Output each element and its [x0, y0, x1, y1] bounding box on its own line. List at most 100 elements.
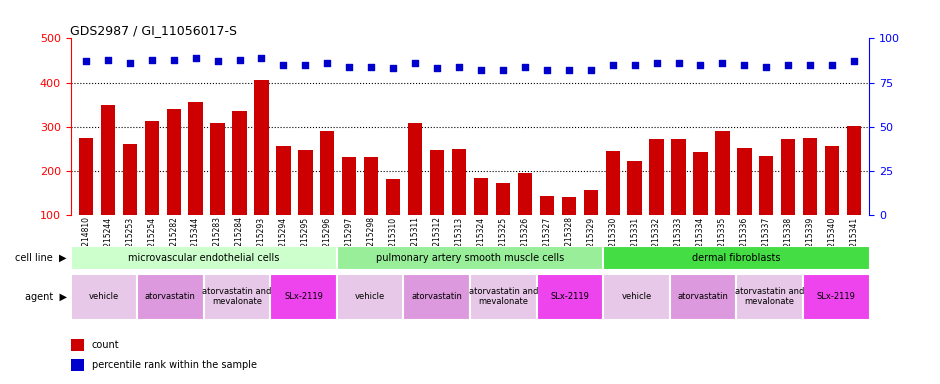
Text: agent  ▶: agent ▶ — [24, 291, 67, 302]
Bar — [694, 152, 708, 259]
Bar — [671, 139, 685, 259]
Text: SLx-2119: SLx-2119 — [817, 292, 855, 301]
Point — [474, 67, 489, 73]
Bar — [605, 151, 619, 259]
Bar — [386, 179, 400, 259]
Point — [540, 67, 555, 73]
Text: count: count — [92, 340, 119, 350]
Text: atorvastatin: atorvastatin — [678, 292, 728, 301]
Text: dermal fibroblasts: dermal fibroblasts — [692, 253, 780, 263]
Text: percentile rank within the sample: percentile rank within the sample — [92, 360, 257, 370]
Bar — [321, 131, 335, 259]
Bar — [276, 146, 290, 259]
Bar — [70, 339, 84, 351]
Point — [122, 60, 137, 66]
Point — [803, 62, 818, 68]
Point — [276, 62, 291, 68]
Point — [759, 64, 774, 70]
Bar — [166, 109, 180, 259]
Bar — [537, 273, 603, 319]
Bar — [337, 246, 603, 270]
Point — [824, 62, 839, 68]
Point — [693, 62, 708, 68]
Text: vehicle: vehicle — [355, 292, 385, 301]
Bar — [122, 144, 137, 259]
Bar — [628, 161, 642, 259]
Bar — [518, 173, 532, 259]
Text: microvascular endothelial cells: microvascular endothelial cells — [128, 253, 279, 263]
Text: cell line  ▶: cell line ▶ — [15, 253, 67, 263]
Point — [342, 64, 357, 70]
Point — [451, 64, 466, 70]
Bar — [137, 273, 204, 319]
Text: atorvastatin: atorvastatin — [412, 292, 462, 301]
Bar — [403, 273, 470, 319]
Point — [605, 62, 620, 68]
Point — [364, 64, 379, 70]
Point — [847, 58, 862, 65]
Bar — [825, 146, 839, 259]
Bar — [271, 273, 337, 319]
Point — [166, 56, 181, 63]
Point — [495, 67, 510, 73]
Bar — [101, 104, 115, 259]
Bar — [561, 197, 576, 259]
Bar — [474, 177, 488, 259]
Text: atorvastatin and
mevalonate: atorvastatin and mevalonate — [202, 287, 272, 306]
Bar — [232, 111, 246, 259]
Point — [144, 56, 159, 63]
Text: atorvastatin: atorvastatin — [145, 292, 196, 301]
Bar — [470, 273, 537, 319]
Bar — [189, 103, 203, 259]
Point — [298, 62, 313, 68]
Text: vehicle: vehicle — [621, 292, 651, 301]
Bar — [584, 190, 598, 259]
Bar — [430, 150, 445, 259]
Bar — [540, 197, 554, 259]
Bar — [847, 126, 861, 259]
Point — [210, 58, 225, 65]
Bar — [211, 123, 225, 259]
Point — [188, 55, 203, 61]
Bar — [255, 80, 269, 259]
Bar — [408, 123, 422, 259]
Point — [715, 60, 730, 66]
Bar — [337, 273, 403, 319]
Point — [430, 65, 445, 71]
Point — [781, 62, 796, 68]
Text: SLx-2119: SLx-2119 — [284, 292, 323, 301]
Point — [671, 60, 686, 66]
Bar — [603, 273, 669, 319]
Bar — [737, 148, 751, 259]
Text: vehicle: vehicle — [88, 292, 119, 301]
Bar — [715, 131, 729, 259]
Bar — [70, 246, 337, 270]
Text: GDS2987 / GI_11056017-S: GDS2987 / GI_11056017-S — [70, 24, 238, 37]
Point — [232, 56, 247, 63]
Bar — [364, 157, 379, 259]
Bar — [70, 273, 137, 319]
Point — [517, 64, 532, 70]
Bar — [495, 183, 510, 259]
Bar — [760, 156, 774, 259]
Text: atorvastatin and
mevalonate: atorvastatin and mevalonate — [735, 287, 805, 306]
Bar — [803, 138, 818, 259]
Text: atorvastatin and
mevalonate: atorvastatin and mevalonate — [469, 287, 538, 306]
Point — [737, 62, 752, 68]
Bar — [70, 359, 84, 371]
Bar — [803, 273, 870, 319]
Point — [408, 60, 423, 66]
Point — [583, 67, 598, 73]
Text: pulmonary artery smooth muscle cells: pulmonary artery smooth muscle cells — [376, 253, 564, 263]
Bar — [669, 273, 736, 319]
Point — [254, 55, 269, 61]
Bar — [204, 273, 271, 319]
Bar — [781, 139, 795, 259]
Bar — [79, 138, 93, 259]
Point — [320, 60, 335, 66]
Point — [649, 60, 664, 66]
Point — [561, 67, 576, 73]
Bar — [736, 273, 803, 319]
Text: SLx-2119: SLx-2119 — [551, 292, 589, 301]
Bar — [452, 149, 466, 259]
